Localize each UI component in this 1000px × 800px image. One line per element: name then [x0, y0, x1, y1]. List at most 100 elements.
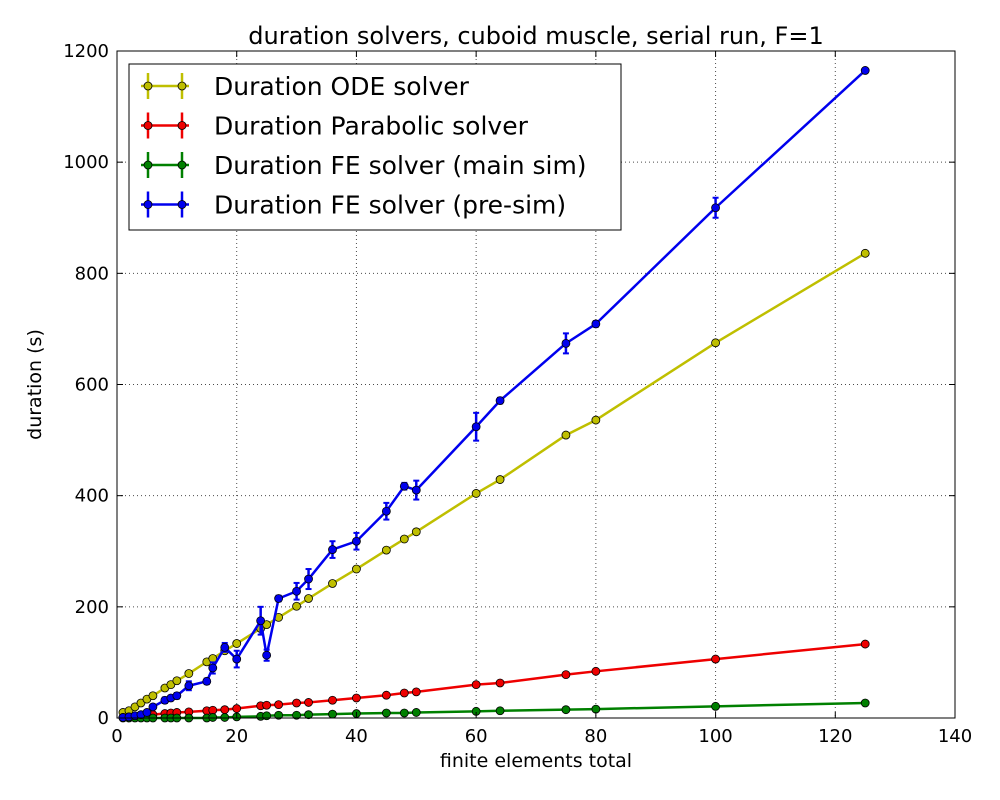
- chart-title: duration solvers, cuboid muscle, serial …: [248, 22, 823, 50]
- x-tick-label: 40: [345, 726, 368, 747]
- data-point: [172, 676, 182, 686]
- legend-item: Duration Parabolic solver: [141, 112, 529, 141]
- data-point: [471, 680, 481, 690]
- data-point: [256, 616, 266, 626]
- data-point: [292, 586, 301, 596]
- data-point: [860, 698, 870, 708]
- data-point: [711, 701, 720, 711]
- data-point: [471, 422, 481, 432]
- data-point: [495, 475, 505, 484]
- legend-box: [128, 63, 622, 231]
- legend-swatch-marker: [143, 200, 153, 209]
- legend: Duration ODE solver Duration Parabolic so…: [128, 63, 622, 231]
- plot-series: [118, 66, 870, 723]
- legend-item: Duration FE solver (pre-sim): [141, 191, 566, 220]
- data-point: [292, 601, 301, 611]
- legend-swatch-marker: [143, 121, 153, 130]
- data-point: [860, 248, 870, 258]
- series-4: [118, 66, 870, 722]
- data-point: [304, 594, 313, 603]
- legend-item: Duration FE solver (main sim): [141, 151, 587, 180]
- legend-swatch-marker: [143, 81, 153, 91]
- data-point: [142, 708, 152, 717]
- data-point: [232, 704, 242, 713]
- data-point: [262, 700, 272, 710]
- legend-swatch-marker: [177, 121, 187, 130]
- legend-swatch-marker: [143, 160, 153, 170]
- data-point: [561, 430, 571, 440]
- data-point: [202, 676, 212, 686]
- data-point: [591, 666, 601, 676]
- data-point: [411, 527, 421, 537]
- legend-item: Duration ODE solver: [141, 72, 470, 101]
- data-point: [352, 536, 361, 546]
- data-point: [328, 545, 337, 554]
- axis-ticks: 0 20 40 60 80 100 120 140 0 200 400 600 800 1000 1200: [63, 41, 972, 747]
- data-point: [328, 695, 337, 705]
- legend-swatch-marker: [177, 160, 187, 170]
- x-tick-label: 60: [465, 726, 488, 747]
- data-point: [262, 711, 272, 721]
- data-point: [399, 708, 409, 718]
- data-point: [399, 688, 409, 698]
- legend-label: Duration Parabolic solver: [214, 112, 529, 141]
- data-point: [148, 702, 158, 712]
- data-point: [591, 704, 601, 714]
- data-point: [711, 203, 720, 213]
- data-point: [860, 66, 870, 75]
- data-point: [172, 691, 182, 701]
- legend-label: Duration FE solver (pre-sim): [214, 191, 566, 220]
- data-point: [232, 654, 242, 664]
- y-tick-label: 200: [75, 597, 109, 618]
- y-tick-label: 0: [98, 708, 109, 729]
- data-point: [274, 700, 284, 710]
- data-point: [208, 663, 218, 673]
- y-axis-label: duration (s): [24, 329, 46, 440]
- data-point: [328, 709, 337, 719]
- legend-swatch-marker: [177, 200, 187, 209]
- legend-swatch-marker: [177, 81, 187, 91]
- x-tick-label: 100: [698, 726, 732, 747]
- data-point: [232, 639, 242, 648]
- data-point: [328, 579, 337, 588]
- data-point: [274, 594, 284, 603]
- data-point: [262, 650, 272, 660]
- data-point: [220, 713, 230, 722]
- data-point: [274, 710, 284, 720]
- data-point: [561, 705, 571, 715]
- data-point: [471, 489, 481, 498]
- data-point: [304, 574, 313, 584]
- data-point: [304, 710, 313, 720]
- y-tick-label: 600: [75, 375, 109, 396]
- data-point: [381, 708, 391, 718]
- data-point: [184, 669, 194, 678]
- data-point: [148, 691, 158, 701]
- data-point: [184, 681, 194, 691]
- legend-label: Duration FE solver (main sim): [214, 151, 587, 180]
- data-point: [591, 319, 601, 329]
- y-tick-label: 400: [75, 486, 109, 507]
- data-point: [399, 481, 409, 491]
- legend-label: Duration ODE solver: [214, 72, 470, 101]
- x-tick-label: 80: [584, 726, 607, 747]
- data-point: [208, 705, 218, 715]
- y-tick-label: 1000: [63, 152, 109, 173]
- data-point: [304, 698, 313, 707]
- data-point: [411, 485, 421, 495]
- data-point: [411, 708, 421, 717]
- data-point: [220, 643, 230, 652]
- data-point: [561, 670, 571, 680]
- data-point: [292, 710, 301, 720]
- x-tick-label: 140: [938, 726, 972, 747]
- x-tick-label: 20: [225, 726, 248, 747]
- data-point: [411, 687, 421, 697]
- x-tick-label: 120: [818, 726, 852, 747]
- x-axis-label: finite elements total: [440, 750, 632, 772]
- data-point: [381, 690, 391, 700]
- data-point: [399, 534, 409, 544]
- y-tick-label: 800: [75, 263, 109, 284]
- data-point: [220, 705, 230, 715]
- data-point: [381, 545, 391, 555]
